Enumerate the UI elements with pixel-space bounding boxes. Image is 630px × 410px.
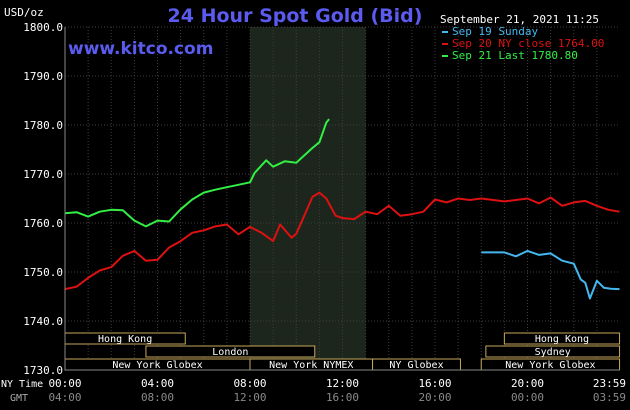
series-line [64, 118, 330, 228]
x-tick-label-gmt: 00:00 [511, 391, 544, 404]
x-tick-label-gmt: 04:00 [48, 391, 81, 404]
ny-time-label: NY Time [1, 379, 43, 390]
x-tick-label-gmt: 20:00 [418, 391, 451, 404]
legend-entry: Sep 19 Sunday [452, 25, 538, 38]
chart-title: 24 Hour Spot Gold (Bid) [168, 5, 423, 27]
session-label: Hong Kong [98, 334, 152, 345]
y-tick-label: 1740.0 [23, 315, 63, 328]
nymex-session-band [250, 27, 366, 370]
x-tick-label-gmt: 16:00 [326, 391, 359, 404]
y-tick-label: 1780.0 [23, 119, 63, 132]
session-label: Hong Kong [535, 334, 589, 345]
legend-entry: Sep 21 Last 1780.80 [452, 49, 578, 62]
x-tick-label-ny: 16:00 [418, 377, 451, 390]
x-tick-label-ny: 20:00 [511, 377, 544, 390]
series-line [481, 249, 620, 300]
y-tick-label: 1770.0 [23, 168, 63, 181]
gmt-label: GMT [10, 393, 28, 404]
y-tick-label: 1760.0 [23, 217, 63, 230]
y-tick-label: 1730.0 [23, 364, 63, 377]
session-label: New York NYMEX [269, 360, 353, 371]
timestamp: September 21, 2021 11:25 [440, 13, 599, 26]
watermark: www.kitco.com [68, 39, 213, 59]
session-label: Sydney [535, 347, 571, 358]
x-tick-label-gmt: 12:00 [233, 391, 266, 404]
x-tick-label-ny: 23:59 [593, 377, 626, 390]
session-label: New York Globex [112, 360, 202, 371]
session-bar [503, 332, 621, 345]
y-tick-label: 1750.0 [23, 266, 63, 279]
session-label: London [212, 347, 248, 358]
x-tick-label-gmt: 03:59 [593, 391, 626, 404]
session-label: NY Globex [389, 360, 443, 371]
x-tick-label-ny: 08:00 [233, 377, 266, 390]
series-line [64, 191, 620, 291]
session-label: New York Globex [505, 360, 595, 371]
x-tick-label-ny: 04:00 [141, 377, 174, 390]
units-label: USD/oz [4, 6, 44, 19]
x-tick-label-ny: 12:00 [326, 377, 359, 390]
session-bar [485, 345, 621, 358]
legend-entry: Sep 20 NY close 1764.00 [452, 37, 604, 50]
y-tick-label: 1790.0 [23, 70, 63, 83]
x-tick-label-ny: 00:00 [48, 377, 81, 390]
x-tick-label-gmt: 08:00 [141, 391, 174, 404]
y-tick-label: 1800.0 [23, 21, 63, 34]
session-bar [145, 345, 316, 358]
